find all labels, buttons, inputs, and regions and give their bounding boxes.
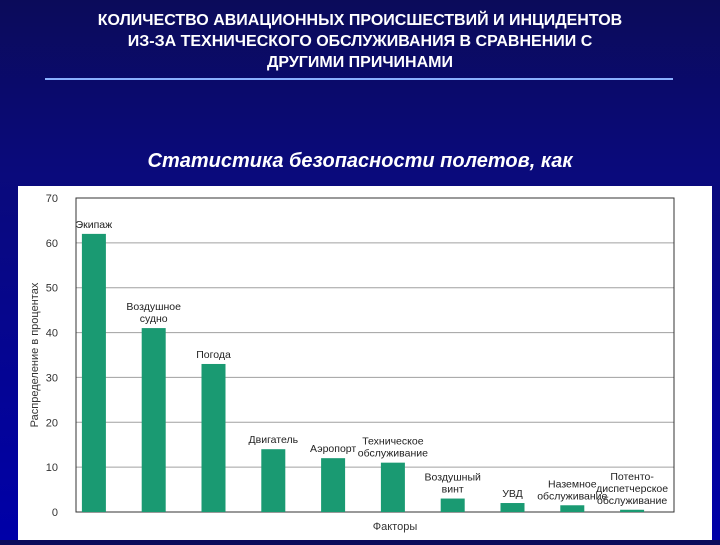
bar-chart: 0 10 20 30 40 50 60 70 Экипаж Воздушное судно Пого… [29,193,675,533]
plot-frame [75,197,675,513]
bar [141,328,166,512]
title-divider [45,78,673,80]
bar-label: Аэропорт [310,443,356,455]
y-tick-label: 70 [46,193,58,205]
slide-subtitle: Статистика безопасности полетов, как [147,150,573,172]
y-tick-label: 10 [46,462,58,474]
y-tick-label: 60 [46,238,58,250]
bar-label: Техническое обслуживание [358,436,428,460]
bar [81,233,106,512]
bar [261,449,286,512]
y-tick-label: 30 [46,372,58,384]
y-tick-labels: 0 10 20 30 40 50 60 70 [46,193,58,519]
y-tick-label: 0 [52,507,58,519]
bar-label: Воздушное судно [126,301,181,325]
bars [81,233,645,512]
bar-label: УВД [502,488,523,500]
bar-label: Потенто-диспетчерское обслуживание [596,471,668,507]
y-tick-label: 40 [46,328,58,340]
chart-panel: 0 10 20 30 40 50 60 70 Экипаж Воздушное судно Пого… [18,186,712,540]
bar [560,505,585,512]
y-tick-label: 50 [46,283,58,295]
bar [201,363,226,512]
bar-label: Воздушный винт [425,472,481,496]
bar [500,503,525,512]
x-axis-label: Факторы [373,521,418,533]
grid-lines [76,242,674,468]
bar-label: Двигатель [249,434,299,446]
bar [321,458,346,512]
y-axis-label: Распределение в процентах [29,282,41,427]
plot-border [75,197,675,513]
bar-label: Погода [196,349,231,361]
bar-label: Экипаж [76,219,113,231]
slide-title: КОЛИЧЕСТВО АВИАЦИОННЫХ ПРОИСШЕСТВИЙ И ИН… [97,12,623,71]
bar-labels: Экипаж Воздушное судно Погода Двигатель Аэроп… [76,219,669,507]
bar [440,498,465,512]
bar [380,462,405,512]
y-tick-label: 20 [46,417,58,429]
bar [620,509,645,512]
bar-label: Наземное обслуживание [537,478,607,502]
